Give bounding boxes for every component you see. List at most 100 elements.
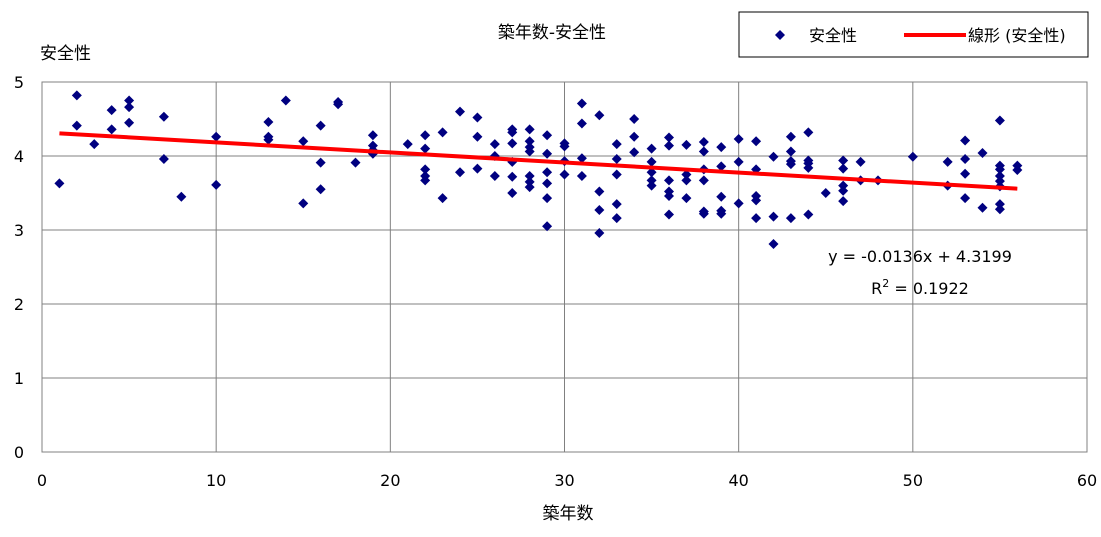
data-point (716, 161, 727, 172)
data-point (751, 136, 762, 147)
data-point (838, 185, 849, 196)
data-point (646, 167, 657, 178)
data-point (855, 156, 866, 167)
data-point (124, 95, 135, 106)
data-points (54, 90, 1023, 250)
data-point (751, 213, 762, 224)
data-point (420, 130, 431, 141)
data-point (646, 156, 657, 167)
data-point (542, 178, 553, 189)
r-squared-base: R (871, 279, 882, 298)
data-point (942, 156, 953, 167)
data-point (263, 134, 274, 145)
data-point (472, 163, 483, 174)
data-point (960, 168, 971, 179)
x-tick-label: 60 (1077, 471, 1097, 490)
data-point (420, 175, 431, 186)
r-squared-exponent: 2 (882, 277, 889, 290)
data-point (698, 208, 709, 219)
data-point (576, 98, 587, 109)
data-point (298, 136, 309, 147)
data-point (402, 139, 413, 150)
data-point (315, 120, 326, 131)
data-point (646, 143, 657, 154)
data-point (507, 188, 518, 198)
data-point (437, 127, 448, 138)
y-axis-title: 安全性 (40, 44, 91, 64)
data-point (664, 175, 674, 186)
data-point (716, 191, 727, 202)
data-point (576, 153, 587, 164)
data-point (594, 186, 605, 197)
data-point (960, 153, 971, 164)
data-point (524, 170, 535, 181)
data-point (455, 106, 465, 117)
data-point (420, 143, 431, 154)
data-point (960, 135, 971, 146)
data-point (803, 127, 814, 138)
y-tick-label: 4 (14, 147, 24, 166)
data-point (785, 131, 796, 142)
data-point (71, 90, 82, 101)
legend-marker-diamond (775, 30, 785, 40)
data-point (994, 199, 1005, 210)
data-point (733, 198, 744, 209)
y-tick-label: 2 (14, 295, 24, 314)
y-tick-labels: 0 1 2 3 4 5 (14, 73, 24, 462)
data-point (333, 99, 344, 110)
data-point (455, 167, 465, 178)
data-point (507, 138, 518, 149)
data-point (89, 139, 100, 150)
data-point (611, 213, 622, 224)
data-point (994, 176, 1005, 187)
data-point (960, 193, 971, 204)
data-point (664, 190, 674, 201)
data-point (716, 142, 727, 153)
data-point (768, 151, 779, 162)
data-point (576, 170, 587, 181)
data-point (664, 140, 674, 151)
data-point (559, 141, 570, 152)
x-tick-label: 30 (554, 471, 574, 490)
legend: 安全性 線形 (安全性) (738, 11, 1089, 58)
data-point (524, 146, 535, 157)
data-point (646, 175, 657, 186)
data-point (594, 110, 605, 121)
x-tick-label: 20 (380, 471, 400, 490)
data-point (803, 162, 814, 173)
data-point (664, 132, 674, 143)
data-point (838, 163, 849, 174)
data-point (733, 133, 744, 144)
data-point (280, 95, 291, 106)
data-point (681, 175, 692, 186)
data-point (611, 139, 622, 150)
y-tick-label: 5 (14, 73, 24, 92)
legend-label-scatter: 安全性 (809, 26, 857, 45)
trendline-equation: y = -0.0136x + 4.3199 (828, 247, 1012, 266)
data-point (542, 130, 553, 141)
data-point (681, 169, 692, 180)
data-point (576, 118, 587, 129)
data-point (176, 191, 187, 202)
data-point (768, 211, 779, 222)
data-point (54, 178, 65, 189)
data-point (542, 193, 553, 204)
y-tick-label: 1 (14, 369, 24, 388)
data-point (298, 198, 309, 209)
data-point (716, 208, 727, 219)
r-squared-label: R2 = 0.1922 (871, 277, 969, 298)
x-tick-label: 10 (206, 471, 226, 490)
data-point (594, 205, 605, 216)
data-point (629, 131, 640, 142)
data-point (664, 209, 674, 220)
data-point (315, 157, 326, 168)
data-point (524, 182, 535, 193)
data-point (803, 209, 814, 220)
data-point (489, 139, 500, 150)
data-point (994, 164, 1005, 175)
data-point (994, 115, 1005, 126)
data-point (158, 153, 169, 164)
data-point (646, 180, 657, 191)
